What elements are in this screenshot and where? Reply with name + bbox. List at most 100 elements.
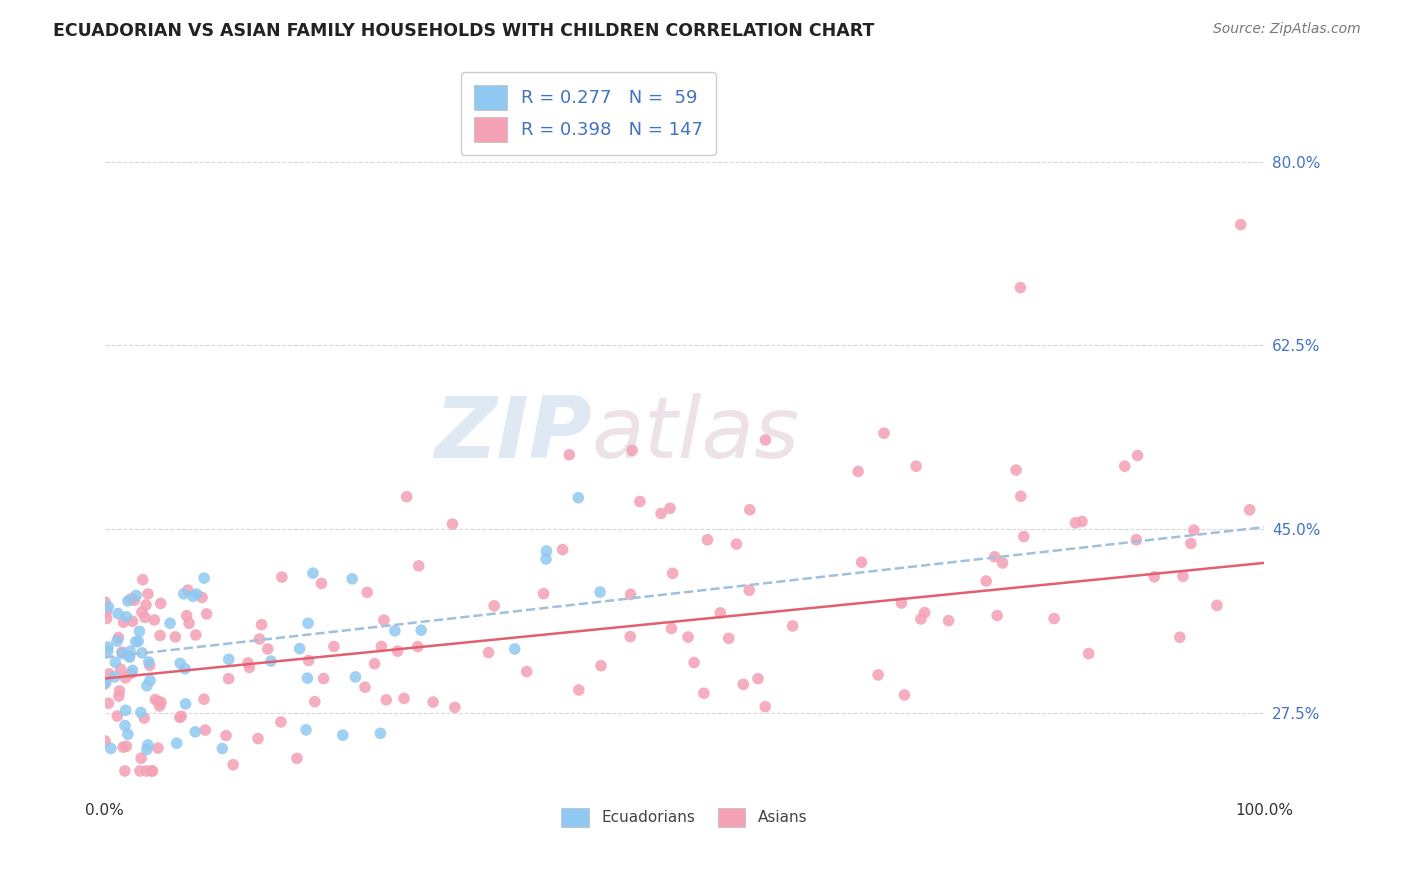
Point <box>135 679 157 693</box>
Point <box>297 671 319 685</box>
Point <box>132 711 155 725</box>
Point <box>375 693 398 707</box>
Point <box>747 672 769 686</box>
Point <box>619 630 641 644</box>
Point <box>311 576 333 591</box>
Point <box>332 728 354 742</box>
Point <box>135 742 157 756</box>
Point <box>121 664 143 678</box>
Point <box>115 609 138 624</box>
Point <box>392 691 415 706</box>
Text: ECUADORIAN VS ASIAN FAMILY HOUSEHOLDS WITH CHILDREN CORRELATION CHART: ECUADORIAN VS ASIAN FAMILY HOUSEHOLDS WI… <box>53 22 875 40</box>
Point <box>97 640 120 654</box>
Point <box>551 542 574 557</box>
Point <box>141 764 163 778</box>
Point <box>298 654 321 668</box>
Point <box>270 714 292 729</box>
Point <box>1239 503 1261 517</box>
Point <box>112 740 135 755</box>
Point <box>139 673 162 688</box>
Point <box>111 645 134 659</box>
Point <box>1180 536 1202 550</box>
Point <box>868 668 890 682</box>
Point <box>1064 516 1087 530</box>
Point <box>738 583 761 598</box>
Point <box>159 616 181 631</box>
Point <box>107 631 129 645</box>
Point <box>94 734 117 748</box>
Point <box>754 433 776 447</box>
Point <box>125 635 148 649</box>
Point <box>120 591 142 606</box>
Point <box>110 662 132 676</box>
Text: atlas: atlas <box>592 393 800 476</box>
Point <box>125 589 148 603</box>
Point <box>1010 280 1032 294</box>
Point <box>1168 630 1191 644</box>
Point <box>304 695 326 709</box>
Point <box>628 494 651 508</box>
Point <box>129 751 152 765</box>
Point <box>910 612 932 626</box>
Point <box>905 459 928 474</box>
Point <box>173 587 195 601</box>
Point <box>441 516 464 531</box>
Point <box>1126 449 1149 463</box>
Point <box>914 606 936 620</box>
Point <box>1114 459 1136 474</box>
Point <box>114 671 136 685</box>
Point <box>408 558 430 573</box>
Point <box>143 613 166 627</box>
Point <box>97 696 120 710</box>
Point <box>122 593 145 607</box>
Point <box>100 741 122 756</box>
Point <box>322 640 344 654</box>
Point <box>661 622 683 636</box>
Point <box>683 656 706 670</box>
Point <box>1143 570 1166 584</box>
Point <box>195 607 218 621</box>
Point <box>890 596 912 610</box>
Point <box>893 688 915 702</box>
Point <box>873 426 896 441</box>
Point <box>696 533 718 547</box>
Point <box>94 675 117 690</box>
Point <box>176 608 198 623</box>
Point <box>111 647 134 661</box>
Point <box>411 623 433 637</box>
Point <box>567 491 589 505</box>
Point <box>136 587 159 601</box>
Point <box>149 699 172 714</box>
Point <box>174 662 197 676</box>
Point <box>170 709 193 723</box>
Point <box>138 655 160 669</box>
Point <box>146 695 169 709</box>
Point <box>1182 523 1205 537</box>
Point <box>1206 599 1229 613</box>
Point <box>422 695 444 709</box>
Point <box>135 764 157 778</box>
Point <box>177 616 200 631</box>
Point <box>620 587 643 601</box>
Point <box>105 709 128 723</box>
Point <box>169 710 191 724</box>
Point <box>373 613 395 627</box>
Point <box>181 590 204 604</box>
Point <box>395 490 418 504</box>
Point <box>717 632 740 646</box>
Point <box>120 644 142 658</box>
Point <box>117 594 139 608</box>
Point <box>295 723 318 737</box>
Point <box>738 502 761 516</box>
Point <box>477 646 499 660</box>
Point <box>141 764 163 778</box>
Point <box>118 648 141 663</box>
Point <box>650 507 672 521</box>
Point <box>725 537 748 551</box>
Point <box>516 665 538 679</box>
Point <box>754 699 776 714</box>
Point <box>387 644 409 658</box>
Point <box>356 585 378 599</box>
Point <box>659 501 682 516</box>
Text: Source: ZipAtlas.com: Source: ZipAtlas.com <box>1213 22 1361 37</box>
